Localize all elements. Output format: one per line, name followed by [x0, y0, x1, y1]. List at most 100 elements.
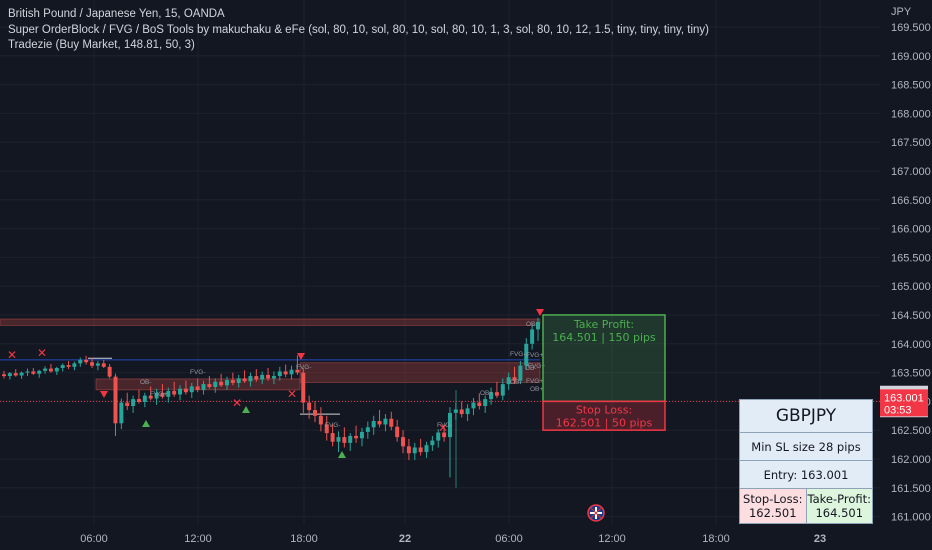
table-take-profit-label: Take-Profit:: [807, 492, 871, 506]
candle-body: [406, 446, 411, 454]
candle-body: [530, 329, 535, 344]
candle-body: [524, 343, 529, 366]
candle-body: [131, 399, 136, 407]
candle-body: [489, 392, 494, 400]
price-axis-bg[interactable]: [880, 0, 932, 550]
candle-body: [224, 380, 229, 386]
table-entry: Entry: 163.001: [739, 461, 873, 489]
candle-body: [230, 380, 235, 383]
y-tick-label: 169.000: [891, 51, 931, 63]
stop-loss-zone[interactable]: [542, 400, 666, 431]
candle-body: [13, 373, 18, 376]
candle-body: [125, 402, 130, 407]
candle-body: [342, 437, 347, 443]
take-profit-label: Take Profit:: [573, 318, 634, 331]
candle-body: [2, 374, 6, 377]
candle-body: [266, 374, 271, 379]
candle-body: [453, 409, 458, 413]
candle-body: [330, 433, 335, 442]
y-tick-label: 167.500: [891, 137, 931, 149]
sell-signal-icon: [536, 309, 544, 316]
candle-body: [60, 365, 65, 368]
x-tick-label: 06:00: [80, 533, 108, 545]
cross-signal-icon: ✕: [287, 387, 297, 401]
candle-body: [301, 372, 306, 403]
candle-body: [84, 359, 89, 363]
x-tick-label: 18:00: [702, 533, 730, 545]
candle-body: [166, 391, 171, 397]
candle-body: [236, 378, 241, 383]
x-tick-label: 18:00: [290, 533, 318, 545]
zone-label: FVG-: [510, 351, 526, 358]
candle-body: [72, 363, 77, 367]
candle-body: [219, 381, 224, 386]
candle-body: [283, 371, 288, 375]
candle-body: [430, 440, 435, 446]
candle-body: [336, 437, 341, 442]
legend-tradezie-line[interactable]: Tradezie (Buy Market, 148.81, 50, 3): [8, 39, 195, 51]
countdown-tag: 03:53: [884, 404, 912, 416]
signal-markers: ✕ ✕✕✕✕OB-OB- OB-OB-FVG-FVG-FVG-FVG+FVG+FVG…: [7, 309, 830, 522]
candle-body: [90, 362, 95, 366]
table-stop-loss-value: 162.501: [748, 506, 797, 520]
cross-signal-icon: ✕: [7, 348, 17, 362]
candle-body: [277, 371, 282, 377]
candle-body: [395, 426, 400, 438]
candle-body: [95, 363, 100, 366]
y-tick-label: 162.500: [891, 425, 931, 437]
take-profit-value: 164.501 | 150 pips: [552, 331, 656, 344]
candle-body: [189, 386, 194, 393]
table-sl-tp-row: Stop-Loss: 162.501 Take-Profit: 164.501: [739, 489, 873, 524]
candle-body: [512, 377, 517, 381]
zone-label: OB-: [510, 379, 522, 386]
candle-body: [313, 410, 318, 416]
zone-label: FVG+: [526, 352, 543, 359]
candle-body: [271, 376, 276, 379]
candle-body: [412, 447, 417, 454]
candle-body: [78, 359, 83, 364]
legend-indicator-line[interactable]: Super OrderBlock / FVG / BoS Tools by ma…: [8, 23, 709, 36]
zone-label: FVG+: [526, 378, 543, 385]
cross-signal-icon: ✕: [232, 396, 242, 410]
candle-body: [424, 445, 429, 453]
y-tick-label: 169.500: [891, 22, 931, 34]
zone-label: OB-: [525, 365, 537, 372]
candle-body: [113, 376, 118, 424]
y-tick-label: 163.500: [891, 368, 931, 380]
candle-body: [389, 418, 394, 427]
take-profit-zone[interactable]: [542, 314, 666, 403]
x-tick-label: 06:00: [495, 533, 523, 545]
candle-body: [477, 402, 482, 407]
buy-signal-icon: [142, 420, 150, 427]
chart-grid: [0, 0, 880, 524]
uk-flag-icon[interactable]: [587, 504, 605, 522]
legend-symbol-line[interactable]: British Pound / Japanese Yen, 15, OANDA: [8, 8, 225, 20]
candle-body: [442, 432, 447, 438]
candle-body: [483, 399, 488, 407]
order-block-zone: [299, 362, 541, 383]
candle-body: [248, 376, 253, 382]
y-tick-label: 167.000: [891, 166, 931, 178]
candle-body: [471, 402, 476, 409]
cross-signal-icon: ✕: [37, 346, 47, 360]
sell-signal-icon: [297, 353, 305, 360]
candle-body: [465, 408, 470, 415]
x-tick-label: 22: [399, 533, 411, 545]
candle-body: [518, 365, 523, 381]
trade-info-table: GBPJPY Min SL size 28 pips Entry: 163.00…: [739, 399, 873, 524]
candle-body: [377, 420, 382, 425]
zone-label: FVG-: [325, 422, 341, 429]
current-price-tag-bg: [880, 389, 928, 417]
y-tick-label: 165.500: [891, 252, 931, 264]
stop-loss-value: 162.501 | 50 pips: [556, 416, 653, 429]
candle-body: [260, 374, 265, 380]
y-tick-label: 168.000: [891, 108, 931, 120]
candle-body: [183, 388, 188, 393]
candle-body: [172, 391, 177, 395]
zone-label: OB-: [526, 321, 538, 328]
candle-body: [289, 369, 294, 375]
candle-body: [254, 376, 259, 380]
zone-label: OB-: [140, 379, 152, 386]
y-tick-label: 166.500: [891, 195, 931, 207]
